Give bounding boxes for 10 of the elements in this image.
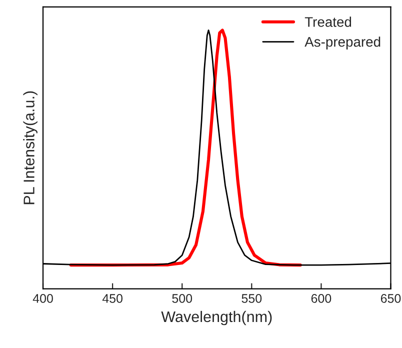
x-tick-label: 500 xyxy=(172,294,192,303)
legend-label: Treated xyxy=(304,16,352,27)
y-axis-title: PL Intensity(a.u.) xyxy=(23,91,38,204)
x-tick-label: 650 xyxy=(380,294,401,303)
legend-label: As-prepared xyxy=(304,36,380,50)
x-tick-label: 450 xyxy=(102,294,122,303)
x-tick-label: 550 xyxy=(242,294,262,303)
x-tick-label: 400 xyxy=(32,294,53,303)
x-axis-title: Wavelength(nm) xyxy=(161,310,272,326)
x-tick-label: 600 xyxy=(311,294,332,303)
